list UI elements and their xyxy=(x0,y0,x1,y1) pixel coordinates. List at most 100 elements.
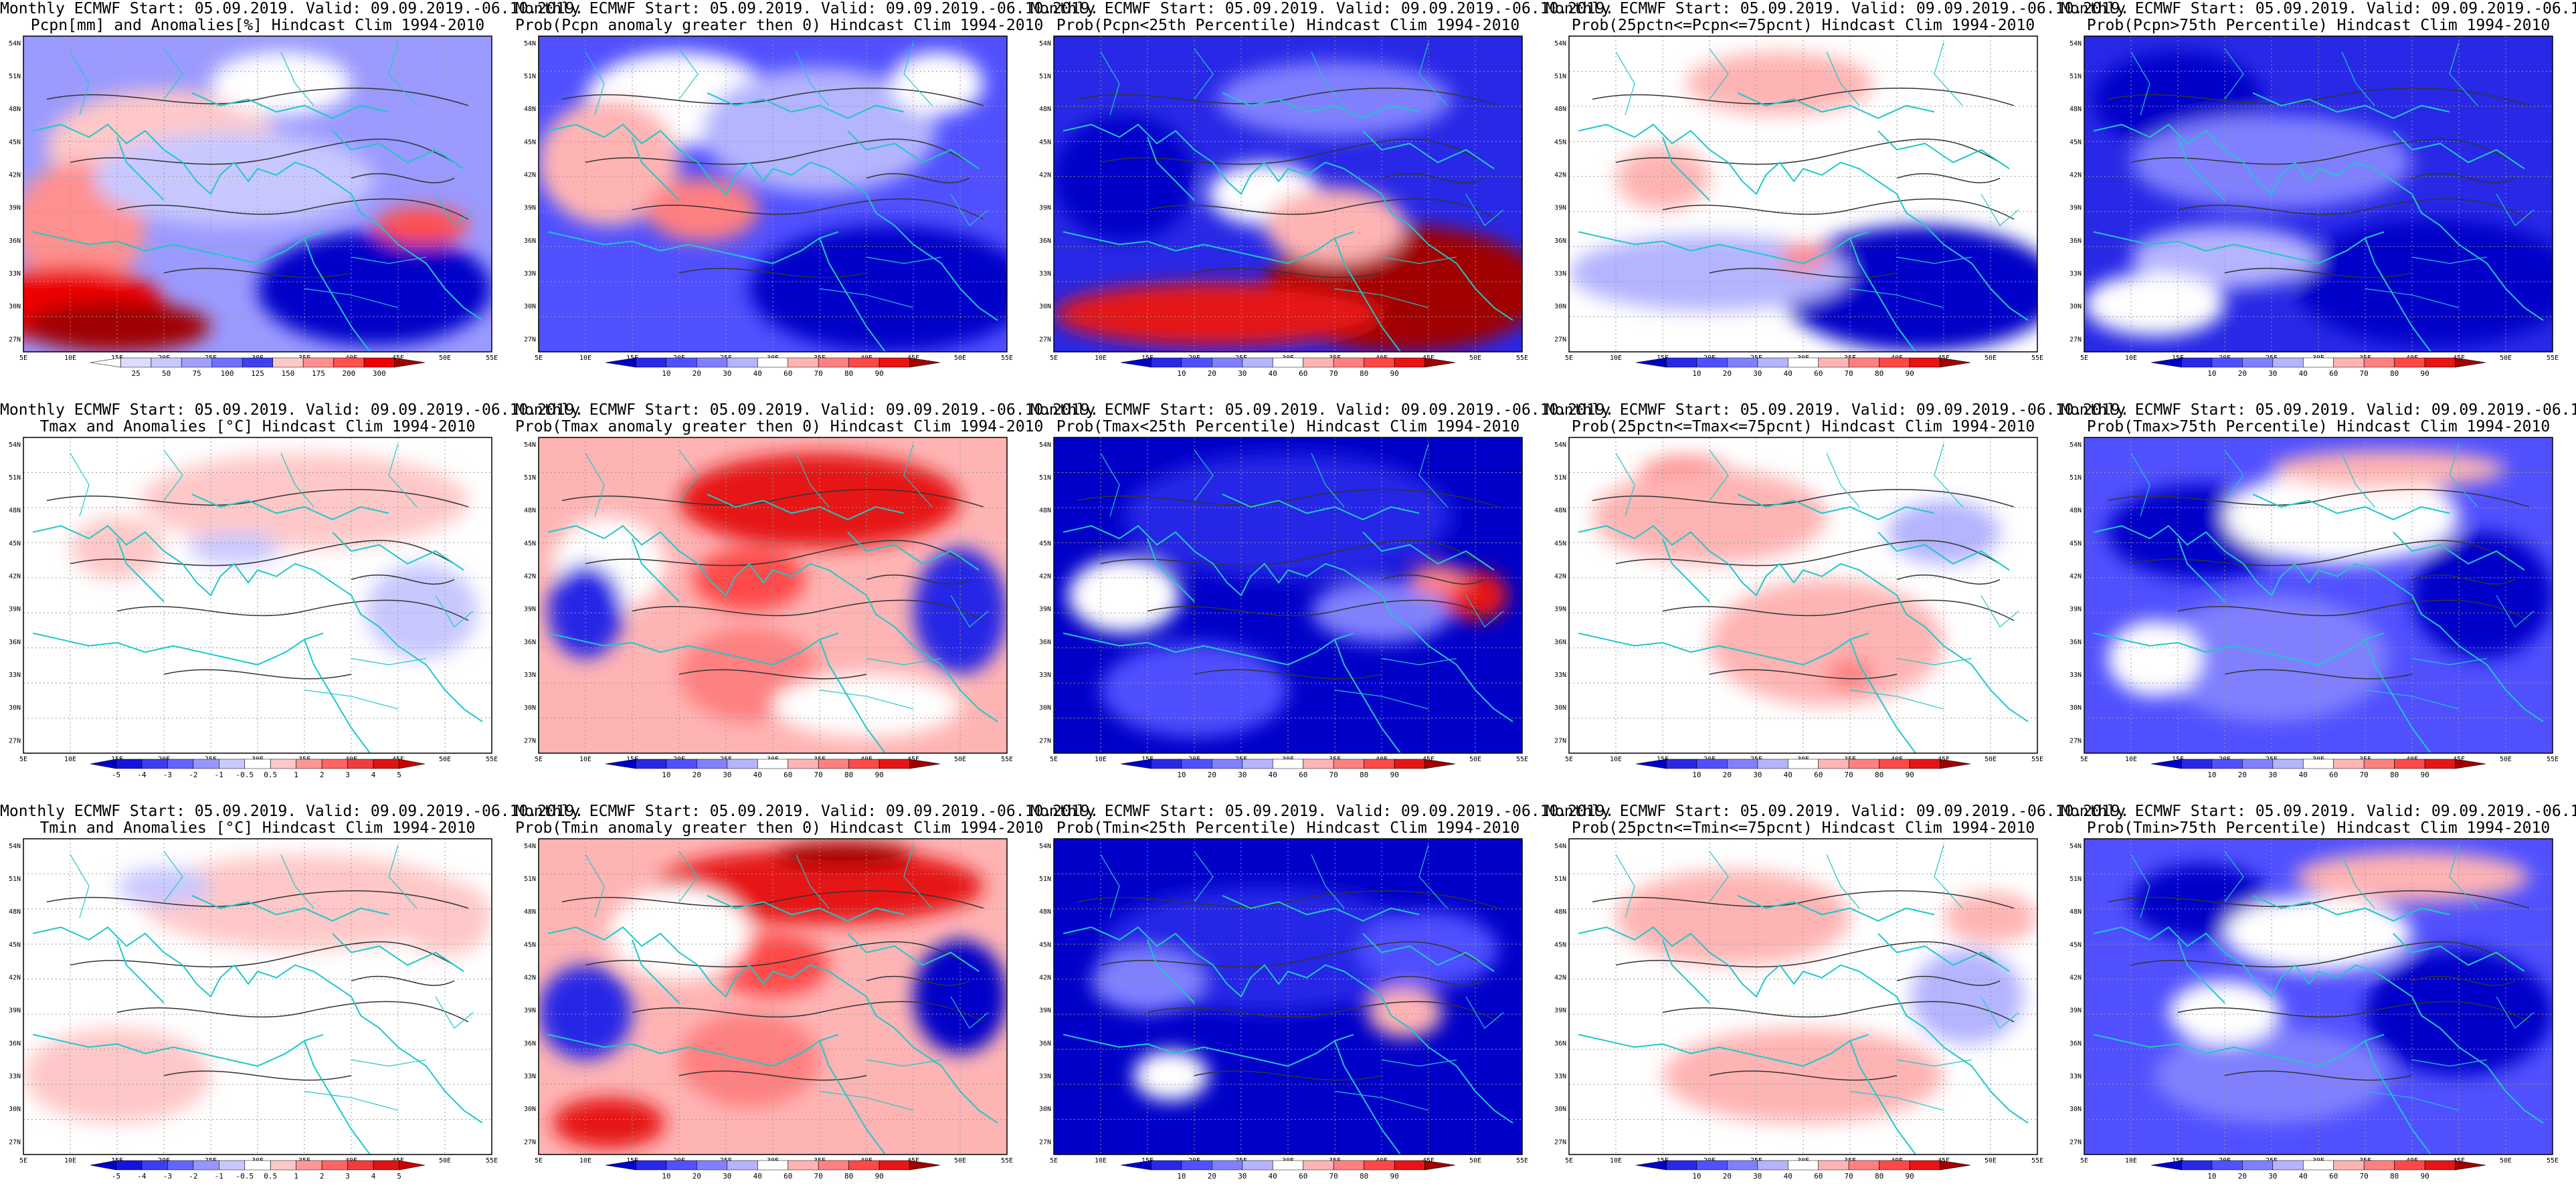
contour-line xyxy=(1194,1071,1382,1080)
colorbar-label: 80 xyxy=(1360,369,1368,378)
colorbar-segment xyxy=(1696,357,1728,368)
map-panel: Monthly ECMWF Start: 05.09.2019. Valid: … xyxy=(2061,401,2576,803)
lat-tick-label: 45N xyxy=(1039,941,1051,948)
colorbar-label: 80 xyxy=(1875,1172,1883,1181)
lat-tick-label: 45N xyxy=(1039,540,1051,547)
map-panel: Monthly ECMWF Start: 05.09.2019. Valid: … xyxy=(1546,803,2129,1204)
colorbar-label: 80 xyxy=(2390,1172,2399,1181)
colorbar-segment xyxy=(2272,357,2304,368)
lon-tick-label: 55E xyxy=(1001,355,1013,362)
colorbar-label: 60 xyxy=(1814,369,1823,378)
country-border xyxy=(1382,658,1457,664)
lon-tick-label: 55E xyxy=(2547,355,2559,362)
coastline xyxy=(117,940,164,1003)
coastline xyxy=(707,896,904,921)
colorbar-label: -5 xyxy=(112,771,120,779)
colorbar-segment xyxy=(1787,357,1819,368)
lat-tick-label: 39N xyxy=(1039,606,1051,613)
contour-line xyxy=(1592,88,2014,106)
colorbar-segment xyxy=(2272,759,2304,769)
anomaly-region xyxy=(773,841,913,868)
colorbar-label: 4 xyxy=(371,1172,376,1181)
contour-line xyxy=(2412,174,2515,183)
lat-tick-label: 27N xyxy=(1554,336,1566,343)
colorbar-segment xyxy=(1333,1160,1364,1171)
anomaly-region xyxy=(749,225,1007,352)
colorbar-segment xyxy=(879,357,910,368)
colorbar-segment xyxy=(1120,1160,1152,1171)
lon-tick-label: 55E xyxy=(2031,355,2043,362)
country-border xyxy=(679,851,698,902)
panel-title-line2: Prob(Pcpn>75th Percentile) Hindcast Clim… xyxy=(2086,17,2551,34)
lat-tick-label: 30N xyxy=(9,704,21,712)
colorbar-label: 60 xyxy=(1814,1172,1823,1181)
colorbar-segment xyxy=(1272,1160,1304,1171)
colorbar-label: 80 xyxy=(1875,369,1883,378)
contour-line xyxy=(585,139,970,165)
colorbar-segment xyxy=(909,759,941,769)
colorbar-label: 90 xyxy=(2420,1172,2429,1181)
country-border xyxy=(2496,595,2534,627)
contour-line xyxy=(70,139,454,165)
colorbar-segment xyxy=(2363,1160,2395,1171)
colorbar-segment xyxy=(788,1160,819,1171)
lat-tick-label: 45N xyxy=(524,540,536,547)
colorbar-segment xyxy=(90,1160,116,1171)
colorbar-segment xyxy=(2363,357,2395,368)
colorbar-segment xyxy=(151,357,182,368)
country-border xyxy=(1934,845,1962,908)
country-border xyxy=(70,855,89,918)
lat-tick-label: 45N xyxy=(524,138,536,146)
colorbar-label: 70 xyxy=(1329,369,1338,378)
colorbar-label: 20 xyxy=(1723,1172,1732,1181)
contour-line xyxy=(866,575,970,585)
lat-tick-label: 36N xyxy=(9,1040,21,1047)
country-border xyxy=(1981,194,2019,225)
colorbar-segment xyxy=(1940,357,1971,368)
coastline xyxy=(1222,93,1419,118)
lon-tick-label: 10E xyxy=(1610,756,1622,763)
lat-tick-label: 39N xyxy=(1039,205,1051,212)
colorbar-segment xyxy=(636,357,667,368)
lon-tick-label: 10E xyxy=(64,1157,76,1165)
country-border xyxy=(820,289,913,308)
colorbar-segment xyxy=(666,357,697,368)
lat-tick-label: 30N xyxy=(9,303,21,310)
lat-tick-label: 33N xyxy=(2069,270,2082,278)
lat-tick-label: 51N xyxy=(9,73,21,80)
panel-title-line2: Prob(Pcpn anomaly greater then 0) Hindca… xyxy=(515,17,1044,34)
colorbar-label: -1 xyxy=(215,771,223,779)
country-border xyxy=(389,443,417,506)
coastline xyxy=(398,646,482,722)
lat-tick-label: 48N xyxy=(524,908,536,916)
lat-tick-label: 27N xyxy=(9,336,21,343)
lat-tick-label: 36N xyxy=(524,1040,536,1047)
coastline xyxy=(2094,232,2384,264)
colorbar-segment xyxy=(697,759,728,769)
lon-tick-label: 55E xyxy=(1001,756,1013,763)
coastline xyxy=(548,232,838,264)
colorbar-label: 10 xyxy=(1692,369,1701,378)
colorbar-segment xyxy=(818,357,849,368)
coastline xyxy=(1738,896,1934,921)
lon-tick-label: 45E xyxy=(2453,1157,2465,1165)
lat-tick-label: 27N xyxy=(524,336,536,343)
colorbar-label: 30 xyxy=(723,1172,731,1181)
colorbar-segment xyxy=(141,1160,168,1171)
colorbar-segment xyxy=(1787,1160,1819,1171)
contour-line xyxy=(2131,540,2515,566)
lat-tick-label: 30N xyxy=(1039,704,1051,712)
colorbar-segment xyxy=(2333,759,2365,769)
lon-tick-label: 55E xyxy=(2547,1157,2559,1165)
colorbar-label: 10 xyxy=(662,369,670,378)
anomaly-region xyxy=(117,867,211,906)
map-frame xyxy=(23,35,492,353)
contour-line xyxy=(1147,199,1499,219)
colorbar-segment xyxy=(347,759,374,769)
contour-line xyxy=(679,670,866,679)
lon-tick-label: 15E xyxy=(626,756,638,763)
contour-line xyxy=(70,942,454,967)
lat-tick-label: 33N xyxy=(9,672,21,679)
panel-title-line1: Monthly ECMWF Start: 05.09.2019. Valid: … xyxy=(2061,803,2576,820)
colorbar-label: 70 xyxy=(2360,369,2369,378)
